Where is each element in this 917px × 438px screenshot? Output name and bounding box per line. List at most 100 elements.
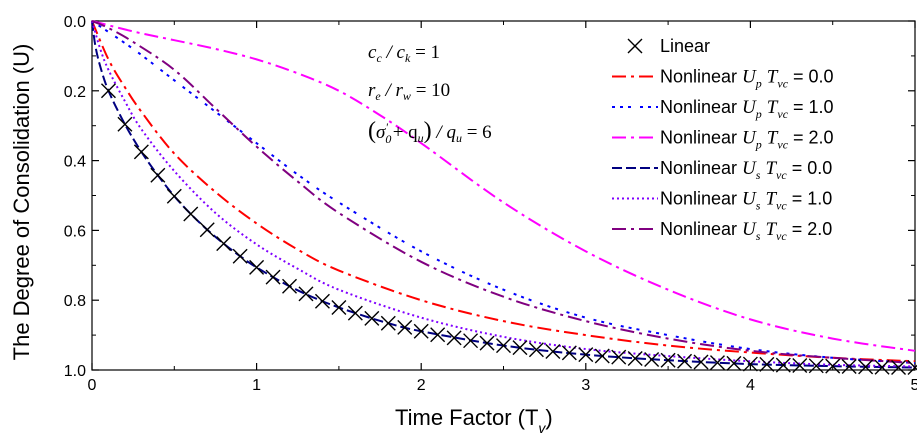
series-nonlinear-u-p-t-vc-0-0 bbox=[91, 20, 916, 363]
data-point-x-marker bbox=[183, 206, 199, 222]
data-point-x-marker bbox=[150, 167, 166, 183]
annotation-cc-ck: cc / ck = 1 bbox=[368, 42, 440, 65]
data-point-x-marker bbox=[891, 360, 907, 376]
y-tick-label: 0.6 bbox=[64, 223, 86, 240]
legend-label: Nonlinear Us Tvc = 2.0 bbox=[660, 219, 832, 243]
series-line bbox=[91, 20, 916, 365]
series-nonlinear-u-p-t-vc-2-0 bbox=[91, 20, 916, 352]
data-point-x-marker bbox=[430, 327, 446, 343]
y-tick-label: 0.8 bbox=[64, 293, 86, 310]
data-point-x-marker bbox=[380, 315, 396, 331]
data-point-x-marker bbox=[660, 352, 676, 368]
data-point-x-marker bbox=[512, 340, 528, 356]
legend-item: Nonlinear Up Tvc = 1.0 bbox=[612, 97, 834, 121]
data-point-x-marker bbox=[825, 358, 841, 374]
data-point-x-marker bbox=[644, 352, 660, 368]
legend-item: Nonlinear Us Tvc = 1.0 bbox=[612, 189, 832, 213]
data-point-x-marker bbox=[117, 116, 133, 132]
y-tick-label: 0.0 bbox=[64, 14, 86, 31]
x-tick-label: 0 bbox=[88, 377, 97, 394]
data-point-x-marker bbox=[413, 323, 429, 339]
data-point-x-marker bbox=[463, 333, 479, 349]
parameter-annotations: cc / ck = 1 re / rw = 10 (σ0' + qu) / qu… bbox=[368, 42, 492, 146]
data-point-x-marker bbox=[808, 358, 824, 374]
data-point-x-marker bbox=[759, 356, 775, 372]
series-line bbox=[91, 20, 916, 369]
axis-ticks bbox=[91, 20, 916, 371]
y-axis-title: The Degree of Consolidation (U) bbox=[9, 44, 34, 361]
data-point-x-marker bbox=[446, 330, 462, 346]
x-axis-title-main: Time Factor (T bbox=[395, 405, 538, 430]
data-point-x-marker bbox=[265, 269, 281, 285]
legend-label: Linear bbox=[660, 36, 710, 56]
data-point-x-marker bbox=[249, 259, 265, 275]
legend-label: Nonlinear Us Tvc = 0.0 bbox=[660, 158, 832, 182]
series-nonlinear-u-p-t-vc-1-0 bbox=[91, 20, 916, 365]
data-point-x-marker bbox=[627, 350, 643, 366]
data-point-x-marker bbox=[528, 342, 544, 358]
series-nonlinear-u-s-t-vc-0-0 bbox=[91, 20, 916, 369]
x-tick-label: 3 bbox=[581, 377, 590, 394]
y-tick-label: 0.2 bbox=[64, 84, 86, 101]
data-point-x-marker bbox=[347, 305, 363, 321]
data-point-x-marker bbox=[693, 354, 709, 370]
series-line bbox=[91, 20, 916, 363]
data-point-x-marker bbox=[742, 356, 758, 372]
annotation-stress-ratio: (σ0' + qu) / qu = 6 bbox=[368, 118, 492, 146]
series-linear bbox=[100, 83, 917, 376]
annotation-re-rw: re / rw = 10 bbox=[368, 80, 450, 103]
legend-item: Nonlinear Us Tvc = 2.0 bbox=[612, 219, 832, 243]
series-nonlinear-u-s-t-vc-2-0 bbox=[91, 20, 916, 365]
data-point-x-marker bbox=[133, 144, 149, 160]
legend-item: Nonlinear Up Tvc = 0.0 bbox=[612, 67, 834, 91]
legend-item: Nonlinear Up Tvc = 2.0 bbox=[612, 128, 834, 152]
legend-label: Nonlinear Up Tvc = 0.0 bbox=[660, 67, 834, 91]
data-point-x-marker bbox=[858, 359, 874, 375]
data-point-x-marker bbox=[874, 359, 890, 375]
data-point-x-marker bbox=[364, 310, 380, 326]
data-point-x-marker bbox=[709, 355, 725, 371]
series-line bbox=[91, 20, 916, 365]
data-point-x-marker bbox=[792, 357, 808, 373]
data-point-x-marker bbox=[775, 357, 791, 373]
y-tick-label: 0.4 bbox=[64, 154, 86, 171]
data-point-x-marker bbox=[331, 300, 347, 316]
data-point-x-marker bbox=[496, 338, 511, 354]
x-axis-title: Time Factor (Tv) bbox=[395, 405, 553, 436]
data-point-x-marker bbox=[594, 348, 610, 364]
data-point-x-marker bbox=[166, 188, 182, 204]
data-point-x-marker bbox=[578, 347, 594, 363]
axis-labels: 0 1 2 3 4 5 0.0 0.2 0.4 0.6 0.8 1.0 bbox=[64, 14, 917, 394]
data-point-x-marker bbox=[397, 319, 413, 335]
data-point-x-marker bbox=[907, 360, 917, 376]
data-point-x-marker bbox=[677, 353, 693, 369]
x-tick-label: 5 bbox=[911, 377, 917, 394]
series-layer bbox=[91, 20, 917, 376]
data-point-x-marker bbox=[726, 355, 742, 371]
data-point-x-marker bbox=[561, 345, 577, 361]
x-axis-title-close: ) bbox=[545, 405, 552, 430]
data-point-x-marker bbox=[479, 335, 495, 351]
data-point-x-marker bbox=[841, 359, 857, 375]
y-tick-label: 1.0 bbox=[64, 363, 86, 380]
legend-label: Nonlinear Up Tvc = 1.0 bbox=[660, 97, 834, 121]
data-point-x-marker bbox=[216, 236, 232, 252]
data-point-x-marker bbox=[545, 344, 561, 359]
legend-label: Nonlinear Us Tvc = 1.0 bbox=[660, 189, 832, 213]
data-point-x-marker bbox=[298, 286, 314, 302]
x-tick-label: 2 bbox=[417, 377, 426, 394]
data-point-x-marker bbox=[314, 293, 330, 309]
legend-x-marker bbox=[627, 38, 643, 54]
legend-item: Nonlinear Us Tvc = 0.0 bbox=[612, 158, 832, 182]
legend-item: Linear bbox=[627, 36, 710, 56]
data-point-x-marker bbox=[232, 248, 248, 264]
data-point-x-marker bbox=[100, 83, 116, 99]
series-line bbox=[91, 20, 916, 352]
data-point-x-marker bbox=[611, 349, 627, 365]
legend: Linear Nonlinear Up Tvc = 0.0 Nonlinear Up… bbox=[612, 36, 834, 243]
x-tick-label: 4 bbox=[746, 377, 755, 394]
x-tick-label: 1 bbox=[252, 377, 261, 394]
data-point-x-marker bbox=[199, 222, 215, 238]
data-point-x-marker bbox=[282, 278, 298, 294]
